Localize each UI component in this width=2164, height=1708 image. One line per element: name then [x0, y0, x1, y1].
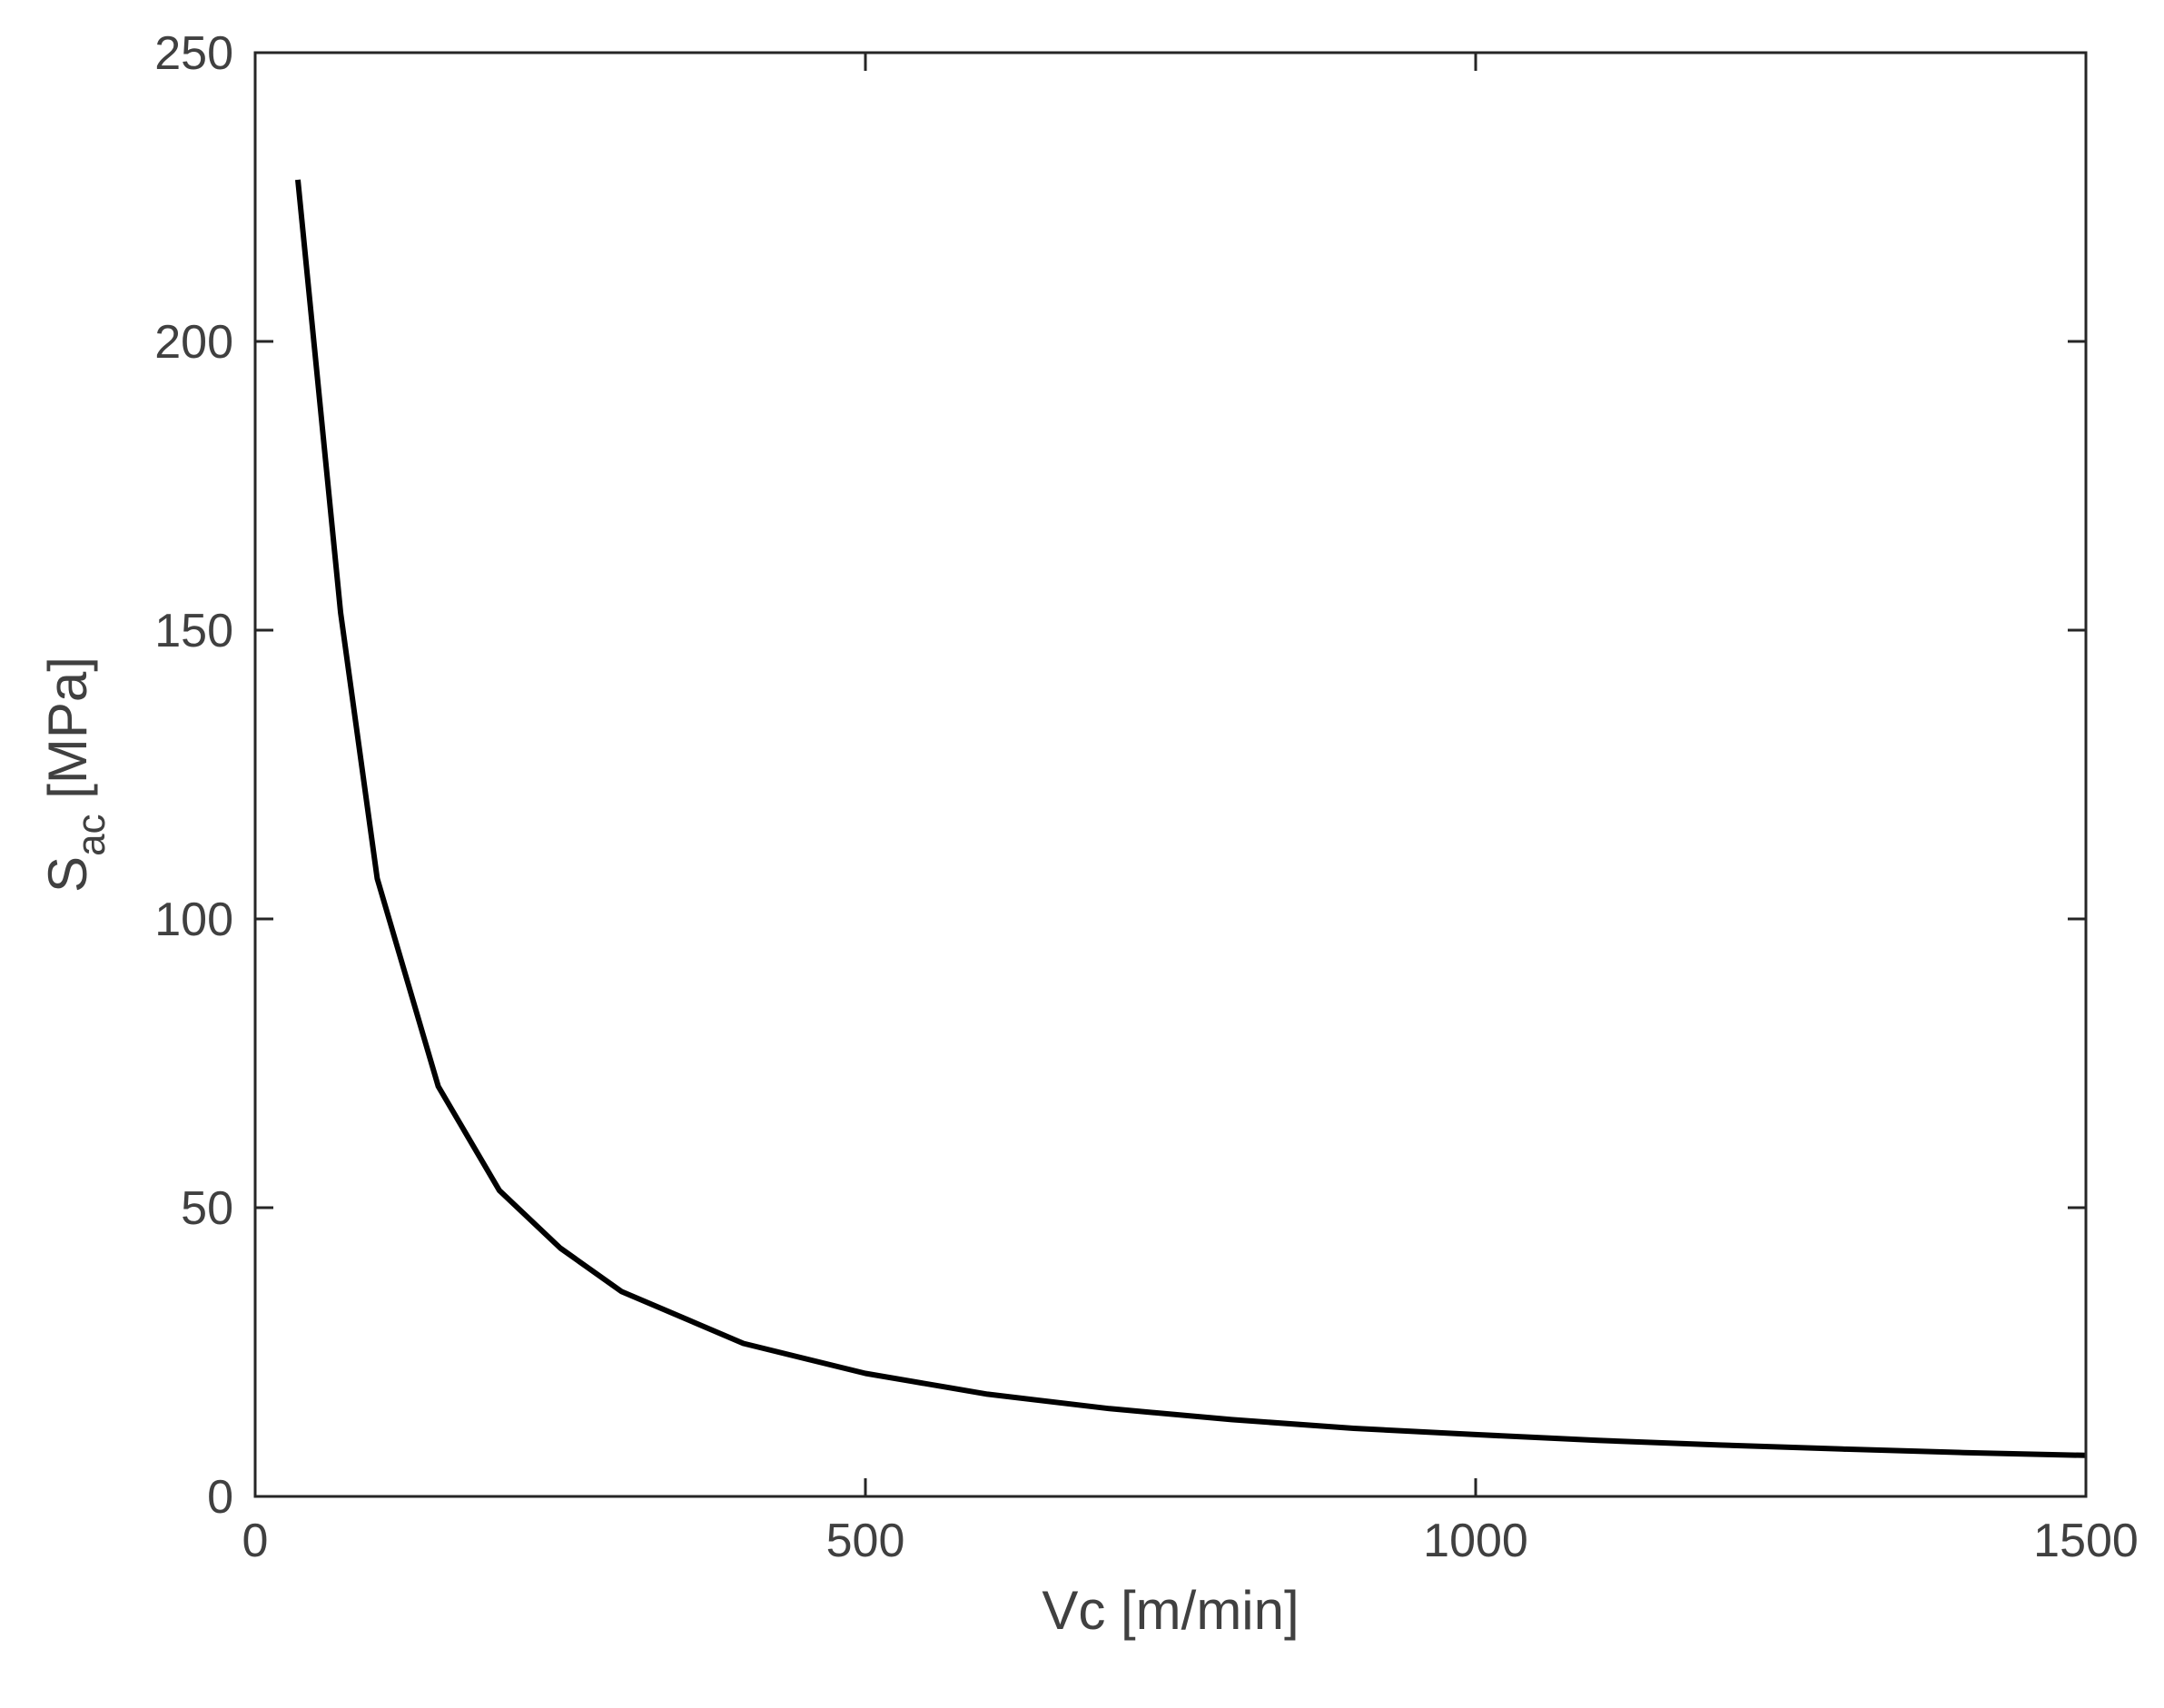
plot-frame [253, 51, 2088, 1498]
plot-area [255, 53, 2086, 1496]
y-axis-label-subscript: ac [69, 814, 114, 855]
x-tick-label: 500 [826, 1515, 905, 1567]
y-tick-label: 0 [207, 1471, 233, 1524]
y-tick-label: 200 [154, 316, 233, 369]
x-tick-label: 0 [242, 1515, 269, 1567]
x-tick-label: 1500 [2033, 1515, 2139, 1567]
data-series-line [295, 179, 2087, 1458]
y-axis-label-main: S [37, 856, 98, 893]
y-tick-label: 50 [181, 1182, 233, 1235]
x-tick-label: 1000 [1423, 1515, 1528, 1567]
y-tick-label: 150 [154, 605, 233, 657]
y-tick-label: 250 [154, 27, 233, 80]
tick-labels: 0 500 1000 1500 0 50 100 150 200 250 [154, 27, 2139, 1567]
axis-ticks [253, 51, 2088, 1498]
y-axis-label-unit: [MPa] [37, 657, 98, 814]
y-axis-label: Sac [MPa] [37, 657, 114, 893]
y-tick-label: 100 [154, 893, 233, 946]
x-axis-label: Vc [m/min] [1042, 1580, 1299, 1641]
